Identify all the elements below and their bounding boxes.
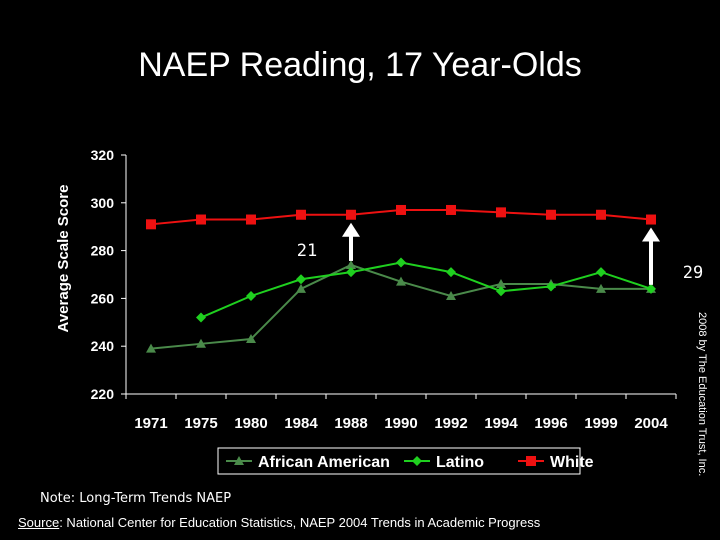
source-description: : National Center for Education Statisti… bbox=[59, 515, 541, 530]
data-point-african-american bbox=[346, 259, 356, 269]
source-label: Source bbox=[18, 515, 60, 530]
y-tick-label: 300 bbox=[91, 195, 115, 211]
data-point-latino bbox=[496, 286, 506, 297]
chart-series bbox=[146, 204, 656, 353]
data-point-african-american bbox=[196, 338, 206, 348]
series-latino bbox=[196, 257, 656, 323]
data-point-white bbox=[546, 209, 556, 220]
x-tick-label: 1988 bbox=[334, 415, 367, 432]
data-point-latino bbox=[246, 291, 256, 302]
data-point-african-american bbox=[146, 343, 156, 353]
x-tick-label: 1975 bbox=[184, 415, 217, 432]
legend-label-white: White bbox=[550, 454, 594, 471]
chart-title: NAEP Reading, 17 Year-Olds bbox=[138, 46, 582, 84]
data-point-white bbox=[446, 204, 456, 215]
x-tick-label: 1992 bbox=[434, 415, 467, 432]
chart-annotations: 21 29 bbox=[297, 222, 703, 285]
data-point-latino bbox=[596, 267, 606, 278]
x-tick-label: 1971 bbox=[134, 415, 167, 432]
source-text: Source: National Center for Education St… bbox=[18, 515, 540, 530]
data-point-white bbox=[396, 204, 406, 215]
y-axis-label: Average Scale Score bbox=[55, 185, 72, 333]
data-point-latino bbox=[296, 274, 306, 285]
data-point-white bbox=[596, 209, 606, 220]
x-tick-label: 1990 bbox=[384, 415, 417, 432]
y-tick-label: 240 bbox=[91, 338, 115, 354]
data-point-white bbox=[246, 214, 256, 225]
y-tick-label: 320 bbox=[91, 147, 115, 163]
legend-label-latino: Latino bbox=[436, 454, 484, 471]
gap-annotation-label: 29 bbox=[683, 263, 703, 283]
gap-arrow-head bbox=[642, 227, 660, 242]
data-point-latino bbox=[196, 312, 206, 323]
data-point-white bbox=[196, 214, 206, 225]
gap-arrow-head bbox=[342, 222, 360, 237]
legend-marker-white bbox=[526, 456, 536, 466]
legend-label-african-american: African American bbox=[258, 454, 390, 471]
data-point-white bbox=[346, 209, 356, 220]
x-tick-label: 1980 bbox=[234, 415, 267, 432]
data-point-white bbox=[296, 209, 306, 220]
legend-marker-latino bbox=[412, 456, 422, 466]
series-african-american bbox=[146, 259, 656, 353]
data-point-african-american bbox=[496, 279, 506, 289]
x-tick-label: 1999 bbox=[584, 415, 617, 432]
data-point-latino bbox=[546, 281, 556, 292]
gap-annotation-label: 21 bbox=[297, 241, 317, 261]
data-point-white bbox=[496, 207, 506, 218]
data-point-african-american bbox=[246, 334, 256, 344]
data-point-latino bbox=[446, 267, 456, 278]
data-point-latino bbox=[646, 283, 656, 294]
x-tick-label: 2004 bbox=[634, 415, 668, 432]
chart-legend: African American Latino White bbox=[217, 447, 594, 475]
copyright-text: 2008 by The Education Trust, Inc. bbox=[696, 312, 708, 477]
note-text: Note: Long-Term Trends NAEP bbox=[40, 491, 232, 506]
x-tick-label: 1994 bbox=[484, 415, 518, 432]
data-point-white bbox=[646, 214, 656, 225]
data-point-african-american bbox=[296, 283, 306, 293]
series-line-latino bbox=[200, 261, 652, 319]
legend-marker-african-american bbox=[234, 456, 244, 465]
data-point-white bbox=[146, 219, 156, 230]
y-tick-label: 260 bbox=[91, 290, 115, 306]
x-tick-label: 1984 bbox=[284, 415, 318, 432]
data-point-african-american bbox=[446, 291, 456, 301]
data-point-african-american bbox=[596, 283, 606, 293]
y-tick-label: 280 bbox=[91, 243, 115, 259]
data-point-african-american bbox=[396, 276, 406, 286]
data-point-latino bbox=[396, 257, 406, 268]
series-white bbox=[146, 204, 656, 230]
x-tick-label: 1996 bbox=[534, 415, 567, 432]
data-point-latino bbox=[346, 267, 356, 278]
y-tick-label: 220 bbox=[91, 386, 115, 402]
chart-axes: 220 240 260 280 300 320 1971 1975 1980 1984 1988 19… bbox=[55, 147, 677, 432]
